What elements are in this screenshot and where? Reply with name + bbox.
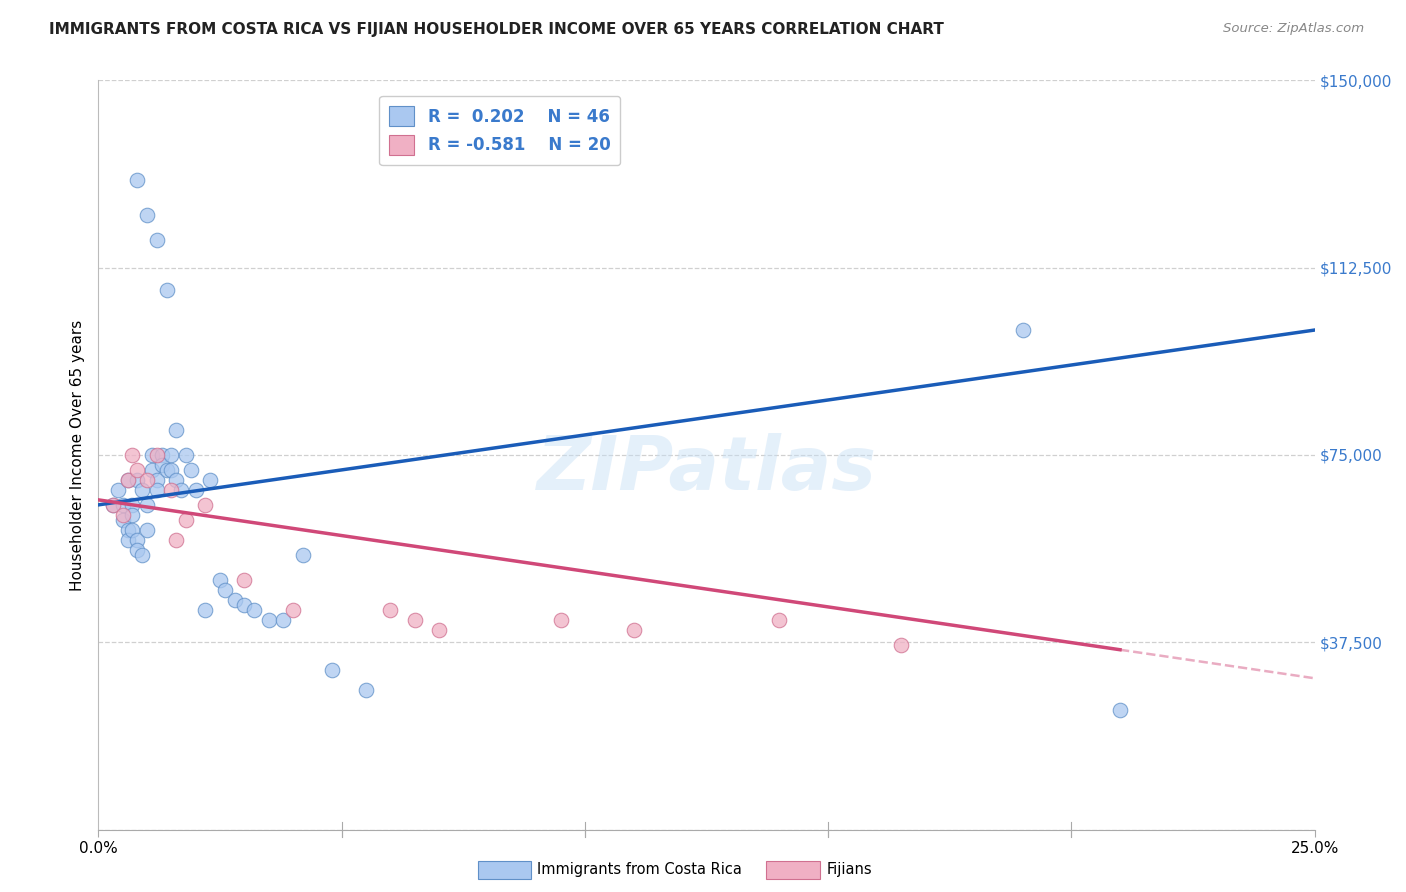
Point bbox=[233, 598, 256, 612]
Y-axis label: Householder Income Over 65 years: Householder Income Over 65 years bbox=[69, 319, 84, 591]
Point bbox=[141, 463, 163, 477]
Point bbox=[427, 623, 450, 637]
Legend: R =  0.202    N = 46, R = -0.581    N = 20: R = 0.202 N = 46, R = -0.581 N = 20 bbox=[380, 96, 620, 165]
Point bbox=[136, 208, 159, 222]
Point bbox=[141, 448, 163, 462]
Point bbox=[194, 603, 217, 617]
Point bbox=[111, 513, 134, 527]
Point bbox=[117, 473, 139, 487]
Point bbox=[101, 498, 124, 512]
Point bbox=[127, 533, 149, 547]
Point bbox=[155, 463, 177, 477]
Point bbox=[131, 483, 153, 497]
Point bbox=[107, 483, 129, 497]
Point bbox=[550, 613, 572, 627]
Point bbox=[150, 458, 173, 472]
Point bbox=[136, 498, 159, 512]
Point bbox=[1011, 323, 1033, 337]
Point bbox=[224, 592, 246, 607]
Point bbox=[233, 573, 256, 587]
Point bbox=[170, 483, 193, 497]
Point bbox=[200, 473, 222, 487]
Point bbox=[404, 613, 426, 627]
Point bbox=[160, 448, 183, 462]
Text: Fijians: Fijians bbox=[827, 863, 872, 877]
Point bbox=[121, 498, 143, 512]
Point bbox=[214, 582, 236, 597]
Point bbox=[550, 148, 572, 162]
Point bbox=[271, 613, 294, 627]
Point bbox=[623, 623, 645, 637]
Point bbox=[165, 533, 187, 547]
Point bbox=[127, 542, 149, 557]
Point bbox=[146, 473, 169, 487]
Point bbox=[354, 682, 377, 697]
Point bbox=[121, 523, 143, 537]
Point bbox=[160, 463, 183, 477]
Point bbox=[243, 603, 266, 617]
Point bbox=[209, 573, 232, 587]
Point bbox=[1109, 703, 1132, 717]
Point bbox=[136, 523, 159, 537]
Point bbox=[111, 508, 134, 522]
Point bbox=[136, 473, 159, 487]
Point bbox=[890, 638, 912, 652]
Point bbox=[121, 508, 143, 522]
Point bbox=[117, 473, 139, 487]
Point bbox=[155, 283, 177, 297]
Point bbox=[101, 498, 124, 512]
Point bbox=[180, 463, 202, 477]
Point bbox=[146, 483, 169, 497]
Point bbox=[321, 663, 343, 677]
Point bbox=[111, 498, 134, 512]
Point bbox=[165, 473, 187, 487]
Point bbox=[174, 448, 197, 462]
Point bbox=[127, 463, 149, 477]
Point bbox=[174, 513, 197, 527]
Point bbox=[146, 448, 169, 462]
Point bbox=[131, 548, 153, 562]
Point bbox=[127, 473, 149, 487]
Point bbox=[165, 423, 187, 437]
Point bbox=[257, 613, 280, 627]
Point bbox=[768, 613, 790, 627]
Text: IMMIGRANTS FROM COSTA RICA VS FIJIAN HOUSEHOLDER INCOME OVER 65 YEARS CORRELATIO: IMMIGRANTS FROM COSTA RICA VS FIJIAN HOU… bbox=[49, 22, 943, 37]
Point bbox=[380, 603, 402, 617]
Point bbox=[150, 448, 173, 462]
Point bbox=[291, 548, 314, 562]
Text: ZIPatlas: ZIPatlas bbox=[537, 434, 876, 507]
Point bbox=[194, 498, 217, 512]
Text: Source: ZipAtlas.com: Source: ZipAtlas.com bbox=[1223, 22, 1364, 36]
Point bbox=[146, 233, 169, 247]
Text: Immigrants from Costa Rica: Immigrants from Costa Rica bbox=[537, 863, 742, 877]
Point bbox=[121, 448, 143, 462]
Point bbox=[127, 173, 149, 187]
Point bbox=[184, 483, 207, 497]
Point bbox=[117, 523, 139, 537]
Point bbox=[160, 483, 183, 497]
Point bbox=[117, 533, 139, 547]
Point bbox=[281, 603, 304, 617]
